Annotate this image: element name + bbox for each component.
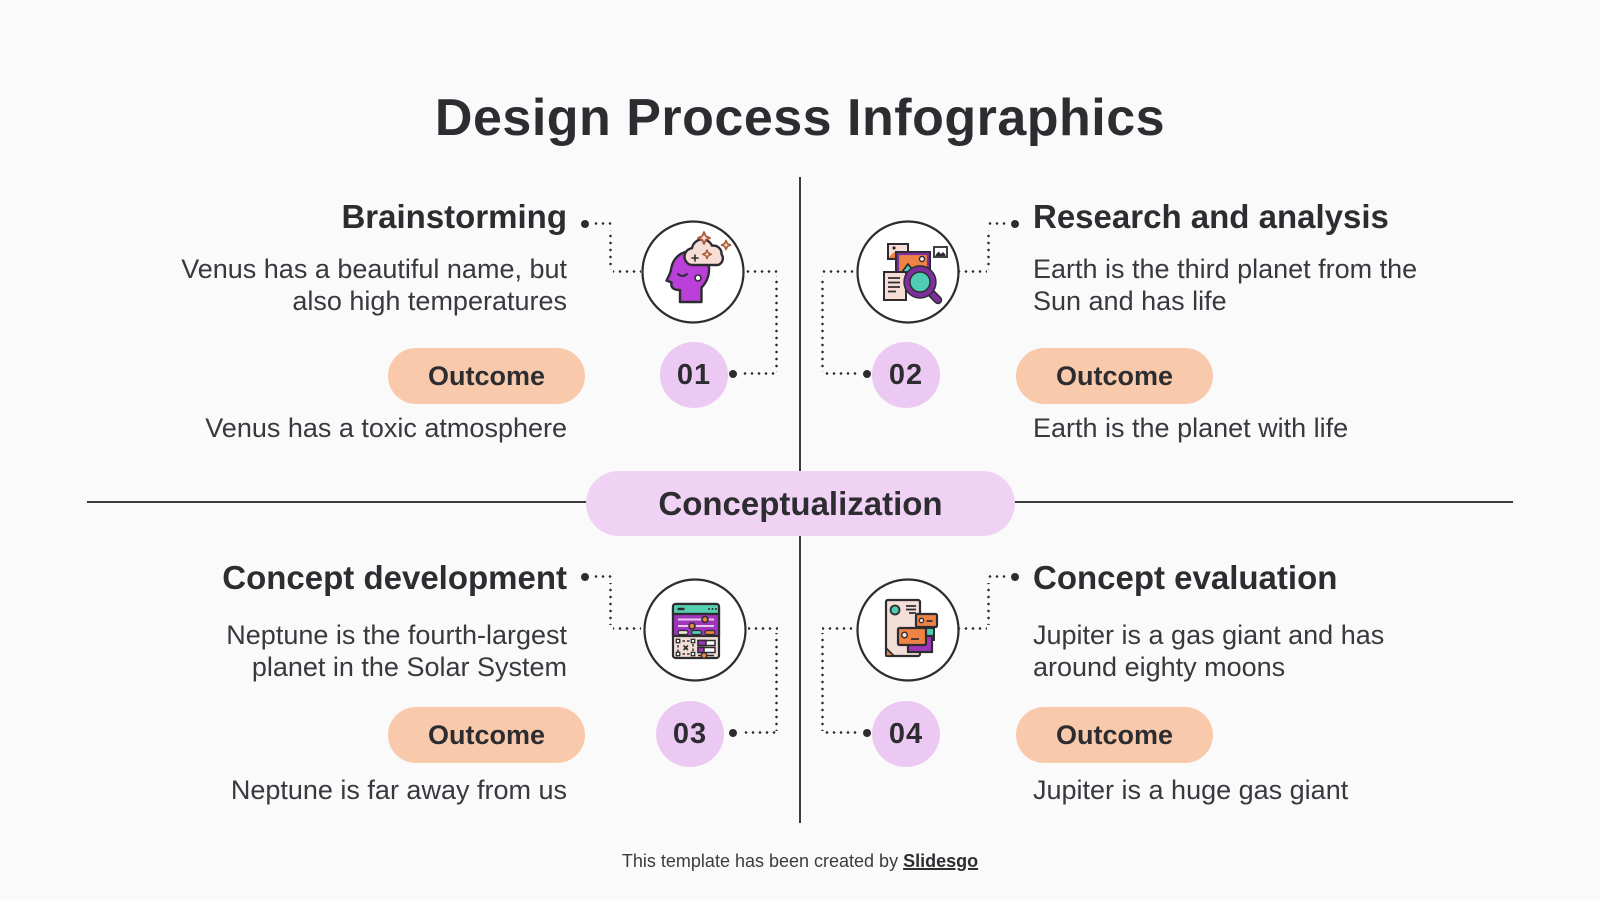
evaluation-cards-icon [856, 578, 960, 682]
dotted-connector [821, 633, 824, 731]
step4-number-badge: 04 [872, 701, 940, 767]
dotted-connector [609, 583, 612, 625]
dotted-connector [742, 731, 778, 734]
connector-dot [729, 370, 737, 378]
connector-dot [581, 220, 589, 228]
dotted-connector [959, 270, 987, 273]
dotted-connector [746, 270, 778, 273]
page-title: Design Process Infographics [434, 89, 1166, 147]
dotted-connector [613, 270, 641, 273]
dotted-connector [775, 633, 778, 731]
dotted-connector [959, 627, 987, 630]
dotted-connector [823, 731, 859, 734]
dotted-connector [593, 222, 613, 225]
connector-dot [581, 573, 589, 581]
footer-credit-text: This template has been created by [621, 851, 904, 871]
step4-outcome-badge: Outcome [1016, 707, 1213, 763]
brainstorming-head-icon [641, 220, 745, 324]
dotted-connector [987, 222, 1007, 225]
step4-title: Concept evaluation [1033, 559, 1338, 596]
step2-description-line1: Earth is the third planet from the [1033, 254, 1418, 284]
step1-number-badge: 01 [660, 342, 728, 408]
dotted-connector [613, 627, 641, 630]
step2-title: Research and analysis [1033, 198, 1389, 235]
dotted-connector [821, 276, 824, 372]
step2-outcome-text: Earth is the planet with life [1033, 413, 1349, 443]
step3-description-line2: planet in the Solar System [251, 651, 567, 682]
step1-description-line1: Venus has a beautiful name, but [181, 254, 567, 284]
connector-dot [729, 729, 737, 737]
step3-outcome-text: Neptune is far away from us [230, 775, 567, 805]
footer-credit: This template has been created by Slides… [0, 850, 1600, 872]
step3-outcome-badge: Outcome [388, 707, 585, 763]
connector-dot [1011, 220, 1019, 228]
step1-outcome-badge: Outcome [388, 348, 585, 404]
center-phase-pill: Conceptualization [586, 471, 1015, 536]
step2-number-badge: 02 [872, 342, 940, 408]
step3-description: Neptune is the fourth-largest planet in … [100, 620, 567, 683]
dotted-connector [822, 270, 854, 273]
step3-description-line1: Neptune is the fourth-largest [226, 620, 567, 650]
step1-description: Venus has a beautiful name, but also hig… [100, 254, 567, 317]
slidesgo-link[interactable]: Slidesgo [903, 851, 979, 871]
connector-dot [863, 370, 871, 378]
step4-description: Jupiter is a gas giant and has around ei… [1033, 620, 1500, 683]
dotted-connector [987, 230, 990, 270]
step3-title: Concept development [222, 559, 567, 596]
step3-number-badge: 03 [656, 701, 724, 767]
dotted-connector [822, 627, 852, 630]
dotted-connector [748, 627, 778, 630]
dotted-connector [609, 230, 612, 270]
dotted-connector [823, 372, 859, 375]
step4-description-line2: around eighty moons [1033, 651, 1286, 682]
step4-outcome-text: Jupiter is a huge gas giant [1033, 775, 1349, 805]
step1-description-line2: also high temperatures [292, 285, 567, 316]
dotted-connector [741, 372, 777, 375]
step4-description-line1: Jupiter is a gas giant and has [1033, 620, 1385, 650]
step2-outcome-badge: Outcome [1016, 348, 1213, 404]
dotted-connector [593, 575, 613, 578]
research-magnifier-icon [856, 220, 960, 324]
dotted-connector [775, 276, 778, 372]
step2-description: Earth is the third planet from the Sun a… [1033, 254, 1500, 317]
dotted-connector [987, 575, 1007, 578]
connector-dot [863, 729, 871, 737]
step1-outcome-text: Venus has a toxic atmosphere [205, 413, 567, 443]
step1-title: Brainstorming [341, 198, 567, 235]
connector-dot [1011, 573, 1019, 581]
design-window-icon [643, 578, 747, 682]
step2-description-line2: Sun and has life [1033, 285, 1227, 316]
dotted-connector [987, 583, 990, 625]
